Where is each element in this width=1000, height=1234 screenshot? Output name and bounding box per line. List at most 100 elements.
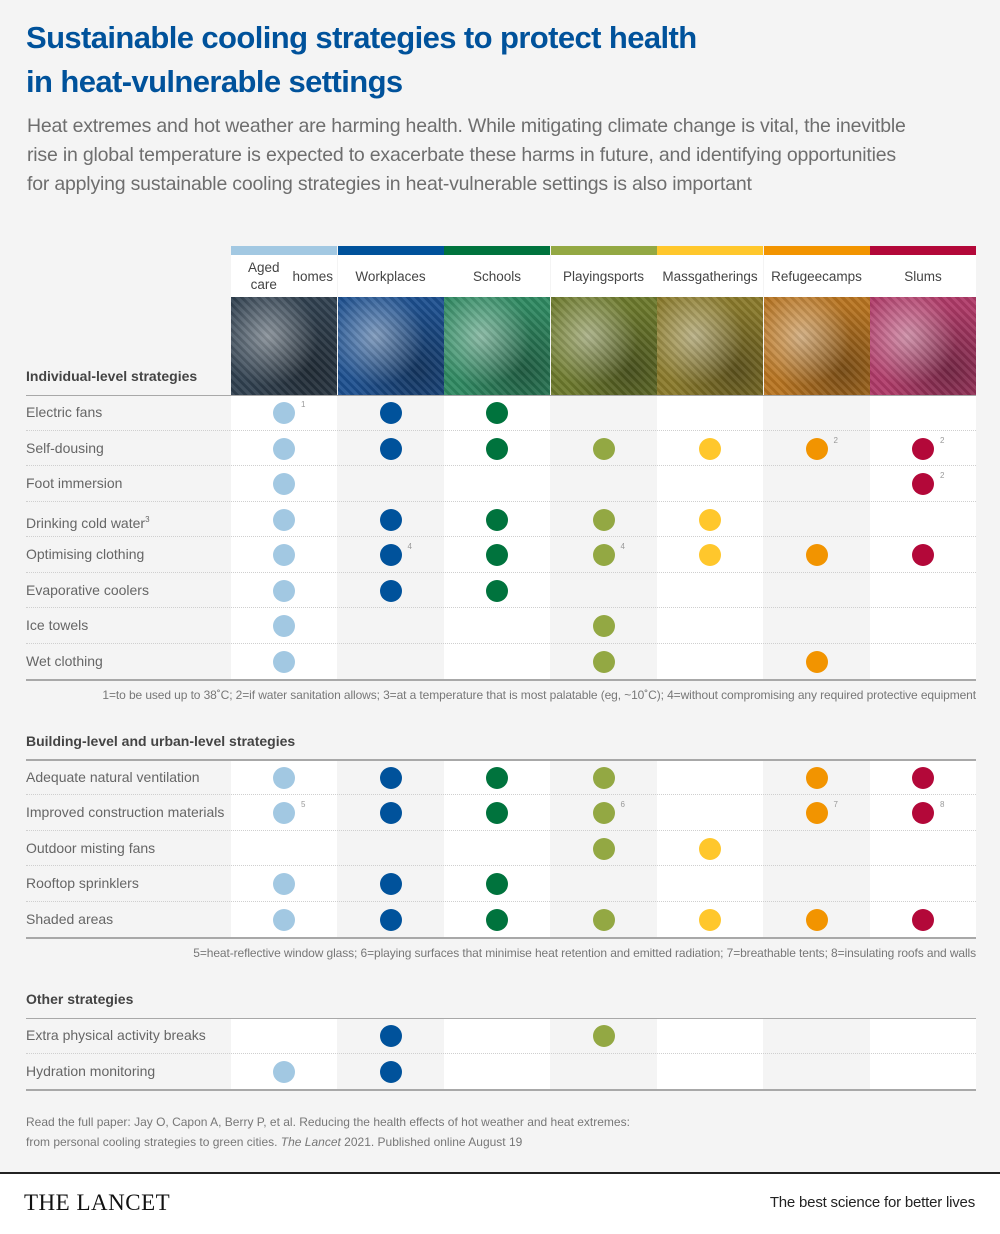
applicable-dot-icon: [273, 508, 295, 531]
applicable-dot-icon: [699, 837, 721, 860]
cell-mass: [657, 431, 763, 467]
cell-aged-care: 1: [231, 395, 337, 431]
row-label: Extra physical activity breaks: [26, 1027, 206, 1043]
applicable-dot-icon: [912, 908, 934, 931]
cell-playing: [551, 608, 657, 644]
column-color-bar: [763, 246, 870, 255]
applicable-dot-icon: [912, 473, 934, 495]
applicable-dot-icon: [379, 1025, 402, 1047]
cell-schools: [444, 831, 550, 867]
applicable-dot-icon: [805, 437, 828, 460]
row-label: Shaded areas: [26, 910, 114, 927]
cell-mass: [657, 537, 763, 573]
cell-mass: [657, 644, 763, 680]
applicable-dot-icon: [379, 1060, 402, 1083]
column-background: [657, 1018, 763, 1089]
applicable-dot-icon: [273, 650, 295, 673]
cell-aged-care: [231, 831, 337, 867]
applicable-dot-icon: [273, 908, 295, 931]
section-top-rule: [26, 1017, 976, 1019]
cell-aged-care: [231, 1054, 337, 1090]
section-bottom-rule: [26, 937, 976, 939]
cell-workplaces: [338, 795, 444, 831]
applicable-dot-icon: [912, 802, 934, 824]
cell-slums: [870, 395, 976, 431]
table-row: Adequate natural ventilation: [26, 760, 976, 796]
cell-aged-care: [231, 466, 337, 502]
column-label: Playing sports: [550, 255, 657, 297]
column-header-6: Refugee camps: [763, 246, 870, 395]
cell-refugee: [764, 573, 870, 609]
cell-schools: [444, 573, 550, 609]
lancet-logo[interactable]: THE LANCET: [24, 1190, 171, 1215]
cell-aged-care: [231, 608, 337, 644]
cell-refugee: [764, 760, 870, 796]
cell-workplaces: [338, 760, 444, 796]
applicable-dot-icon: [486, 802, 508, 824]
cell-refugee: 7: [764, 795, 870, 831]
applicable-dot-icon: [379, 579, 402, 602]
applicable-dot-icon: [379, 437, 402, 460]
subtitle-line-2: rise in global temperature is expected t…: [27, 144, 896, 166]
cell-mass: [657, 502, 763, 538]
cell-playing: [551, 866, 657, 902]
row-label: Adequate natural ventilation: [26, 768, 200, 785]
table-row: Optimising clothing 4 4: [26, 537, 976, 573]
cell-schools: [444, 866, 550, 902]
column-label: Workplaces: [337, 255, 444, 297]
footnote-marker: 1: [301, 400, 306, 409]
cell-refugee: [764, 1054, 870, 1090]
column-label: Slums: [870, 255, 976, 297]
cell-schools: [444, 395, 550, 431]
table-row: Evaporative coolers: [26, 573, 976, 609]
cell-workplaces: [338, 395, 444, 431]
cell-schools: [444, 760, 550, 796]
cell-slums: 2: [870, 466, 976, 502]
applicable-dot-icon: [699, 437, 721, 460]
cell-refugee: [764, 537, 870, 573]
cell-refugee: [764, 831, 870, 867]
cell-workplaces: [338, 608, 444, 644]
cell-slums: [870, 1054, 976, 1090]
applicable-dot-icon: [699, 908, 721, 931]
cell-slums: [870, 902, 976, 938]
slum-shack-photo: [870, 297, 976, 395]
footnote-marker: 2: [833, 435, 838, 445]
column-header-3: Schools: [444, 246, 550, 395]
applicable-dot-icon: [699, 544, 721, 566]
cell-workplaces: [338, 466, 444, 502]
reference-line-2: from personal cooling strategies to gree…: [26, 1135, 281, 1149]
cell-schools: [444, 537, 550, 573]
construction-worker-photo: [337, 297, 444, 395]
applicable-dot-icon: [486, 766, 508, 789]
applicable-dot-icon: [592, 766, 615, 789]
cell-workplaces: [338, 431, 444, 467]
applicable-dot-icon: [273, 402, 295, 424]
section-title: Building-level and urban-level strategie…: [26, 733, 296, 749]
footnote-marker: 6: [620, 800, 625, 809]
cell-mass: [657, 866, 763, 902]
applicable-dot-icon: [699, 508, 721, 531]
table-row: Improved construction materials 5 6 7 8: [26, 795, 976, 831]
journal-name: The Lancet: [280, 1135, 341, 1149]
section-top-rule: [26, 759, 976, 761]
reference-date: 2021. Published online August 19: [340, 1135, 523, 1149]
cell-aged-care: [231, 502, 337, 538]
column-label: Mass gatherings: [657, 255, 763, 297]
section-footnote: 5=heat-reflective window glass; 6=playin…: [193, 946, 976, 960]
cell-playing: 6: [551, 795, 657, 831]
cell-workplaces: 4: [338, 537, 444, 573]
table-row: Shaded areas: [26, 902, 976, 938]
column-color-bar: [657, 246, 763, 255]
reference-line-1: Read the full paper: Jay O, Capon A, Ber…: [26, 1115, 630, 1129]
applicable-dot-icon: [592, 908, 615, 931]
column-label: Aged care homes: [231, 255, 337, 297]
applicable-dot-icon: [592, 508, 615, 531]
applicable-dot-icon: [805, 766, 828, 789]
applicable-dot-icon: [805, 544, 828, 566]
cell-workplaces: [338, 573, 444, 609]
cell-refugee: [764, 502, 870, 538]
cell-refugee: [764, 466, 870, 502]
cell-schools: [444, 502, 550, 538]
column-header-4: Playing sports: [550, 246, 657, 395]
